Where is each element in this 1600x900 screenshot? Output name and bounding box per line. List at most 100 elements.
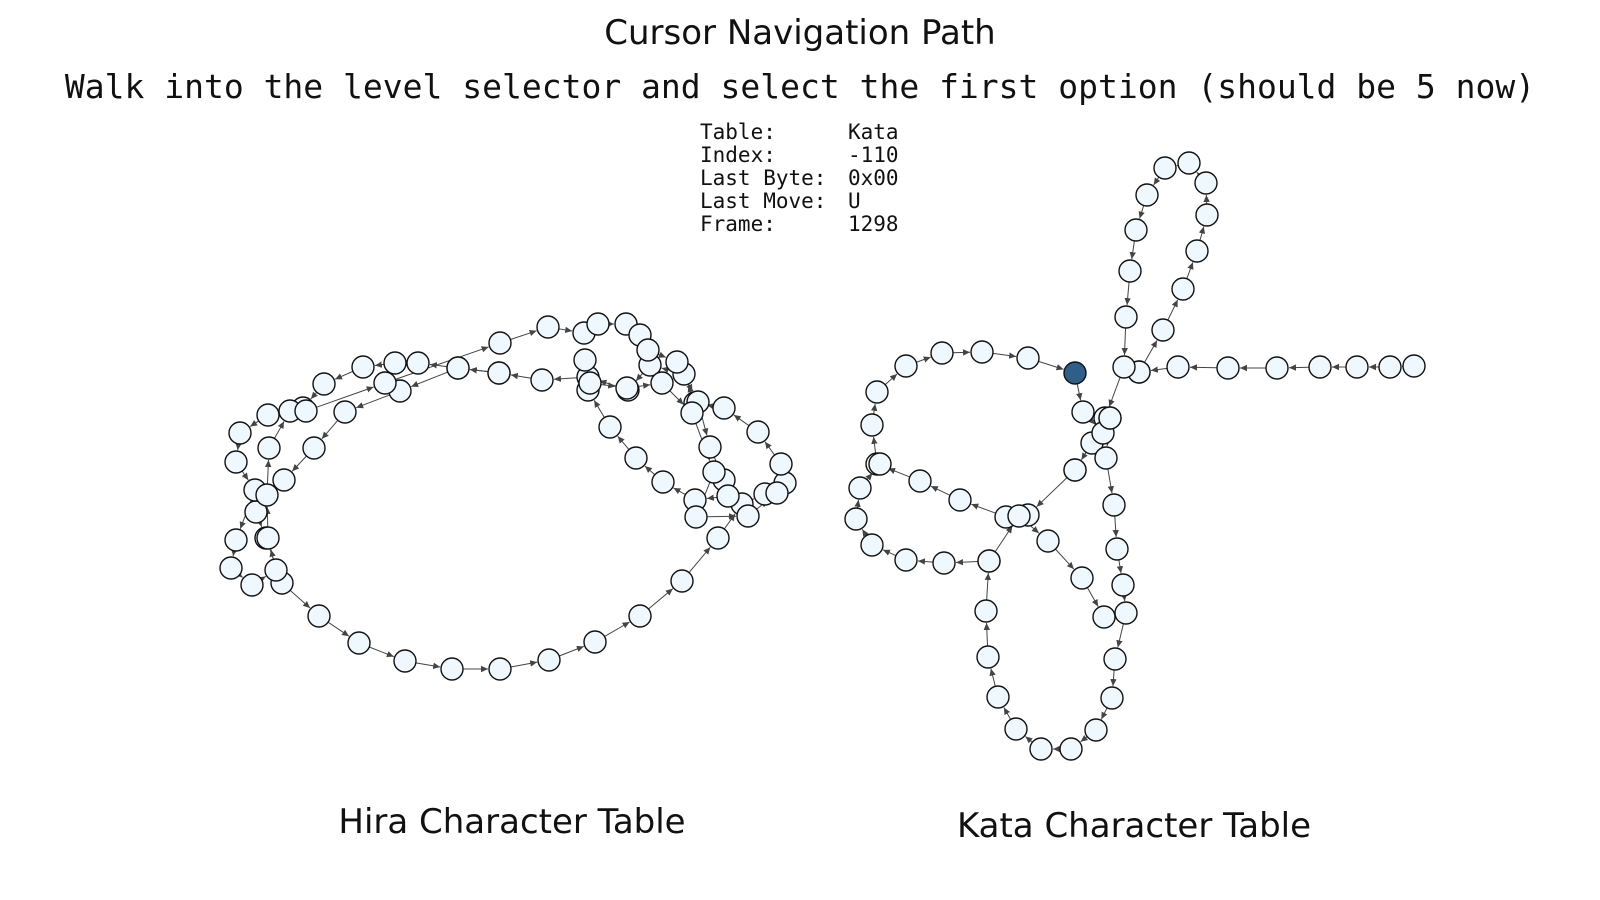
hira-node <box>228 421 252 445</box>
hira-edge <box>264 459 272 485</box>
hira-node <box>224 450 248 474</box>
kata-node <box>868 452 892 476</box>
kata-node <box>1004 717 1028 741</box>
hira-edge <box>374 361 385 368</box>
hira-edge <box>604 621 630 637</box>
kata-edge <box>1150 366 1168 373</box>
hira-node <box>615 376 639 400</box>
table-value: Kata <box>848 120 899 144</box>
kata-edge <box>1167 299 1179 321</box>
hira-node <box>312 372 336 396</box>
hira-edge <box>289 589 311 609</box>
kata-edge <box>916 356 931 363</box>
last-move-value: U <box>848 189 861 213</box>
kata-node <box>1265 356 1289 380</box>
kata-node <box>894 548 918 572</box>
hira-edge <box>764 441 775 456</box>
hira-node <box>598 415 622 439</box>
hira-node <box>537 648 561 672</box>
chart-title: Cursor Navigation Path <box>604 13 995 53</box>
hira-node <box>530 368 554 392</box>
kata-edge <box>1138 205 1145 219</box>
kata-edge <box>992 352 1017 359</box>
hira-edge <box>635 372 644 382</box>
last-byte-value: 0x00 <box>848 166 899 190</box>
kata-node <box>1112 355 1136 379</box>
kata-node <box>1151 318 1175 342</box>
kata-edge <box>1080 734 1089 743</box>
kata-edge <box>1129 240 1136 260</box>
hira-edge <box>258 575 267 583</box>
status-info-panel: Table: Kata Index: -110 Last Byte: 0x00 … <box>700 120 899 236</box>
kata-edge <box>983 622 991 647</box>
hira-node <box>393 649 417 673</box>
hira-node <box>670 569 694 593</box>
kata-node <box>1114 305 1138 329</box>
hira-edge <box>644 465 656 476</box>
hira-edge <box>553 375 578 382</box>
kata-edges <box>854 160 1410 753</box>
kata-node <box>1171 277 1195 301</box>
kata-edge <box>930 485 951 496</box>
kata-edge <box>955 558 979 566</box>
hira-node <box>578 371 602 395</box>
hira-node <box>665 350 689 374</box>
kata-edge <box>1055 548 1075 570</box>
hira-edge <box>316 386 374 408</box>
hira-node <box>651 470 675 494</box>
kata-edge <box>861 528 869 537</box>
kata-edge <box>1108 377 1121 407</box>
kata-nodes <box>844 151 1426 761</box>
kata-edge <box>887 467 910 478</box>
hira-edge <box>559 645 585 657</box>
hira-edge <box>310 391 318 400</box>
kata-edge <box>1186 262 1194 279</box>
kata-edge <box>1107 468 1114 494</box>
hira-node <box>769 452 793 476</box>
kata-node <box>1016 346 1040 370</box>
kata-edge <box>1121 327 1128 356</box>
kata-node <box>1216 356 1240 380</box>
hira-node <box>624 446 648 470</box>
kata-edge <box>1110 669 1117 687</box>
kata-node <box>1029 737 1053 761</box>
hira-edge <box>395 346 489 380</box>
hira-edge <box>669 390 684 405</box>
hira-node <box>351 355 375 379</box>
hira-edge <box>273 421 285 439</box>
kata-edge <box>1116 623 1124 648</box>
hira-node <box>488 657 512 681</box>
hira-node <box>684 505 708 529</box>
hira-node <box>219 556 243 580</box>
hira-edge <box>510 372 532 380</box>
kata-edge <box>871 436 878 454</box>
hira-node <box>294 399 318 423</box>
hira-edge <box>429 362 448 369</box>
hira-edge <box>235 442 242 451</box>
kata-node <box>844 507 868 531</box>
hira-node <box>256 526 280 550</box>
hira-edge <box>648 588 674 610</box>
kata-node <box>1084 718 1108 742</box>
frame-value: 1298 <box>848 212 899 236</box>
kata-node <box>860 413 884 437</box>
kata-edge <box>971 503 996 514</box>
hira-edge <box>410 371 448 388</box>
hira-node <box>240 573 264 597</box>
kata-edge <box>1116 559 1124 574</box>
hira-edge <box>706 494 718 501</box>
kata-node <box>860 533 884 557</box>
hira-node <box>650 371 674 395</box>
hira-edge <box>733 414 750 427</box>
hira-edge <box>593 400 605 418</box>
hira-edge <box>688 546 711 573</box>
hira-node <box>406 351 430 375</box>
hira-node <box>257 436 281 460</box>
index-value: -110 <box>848 143 899 167</box>
kata-node <box>948 488 972 512</box>
kata-node <box>1308 355 1332 379</box>
kata-edge <box>1112 515 1119 538</box>
kata-node <box>1007 504 1031 528</box>
kata-node <box>865 380 889 404</box>
